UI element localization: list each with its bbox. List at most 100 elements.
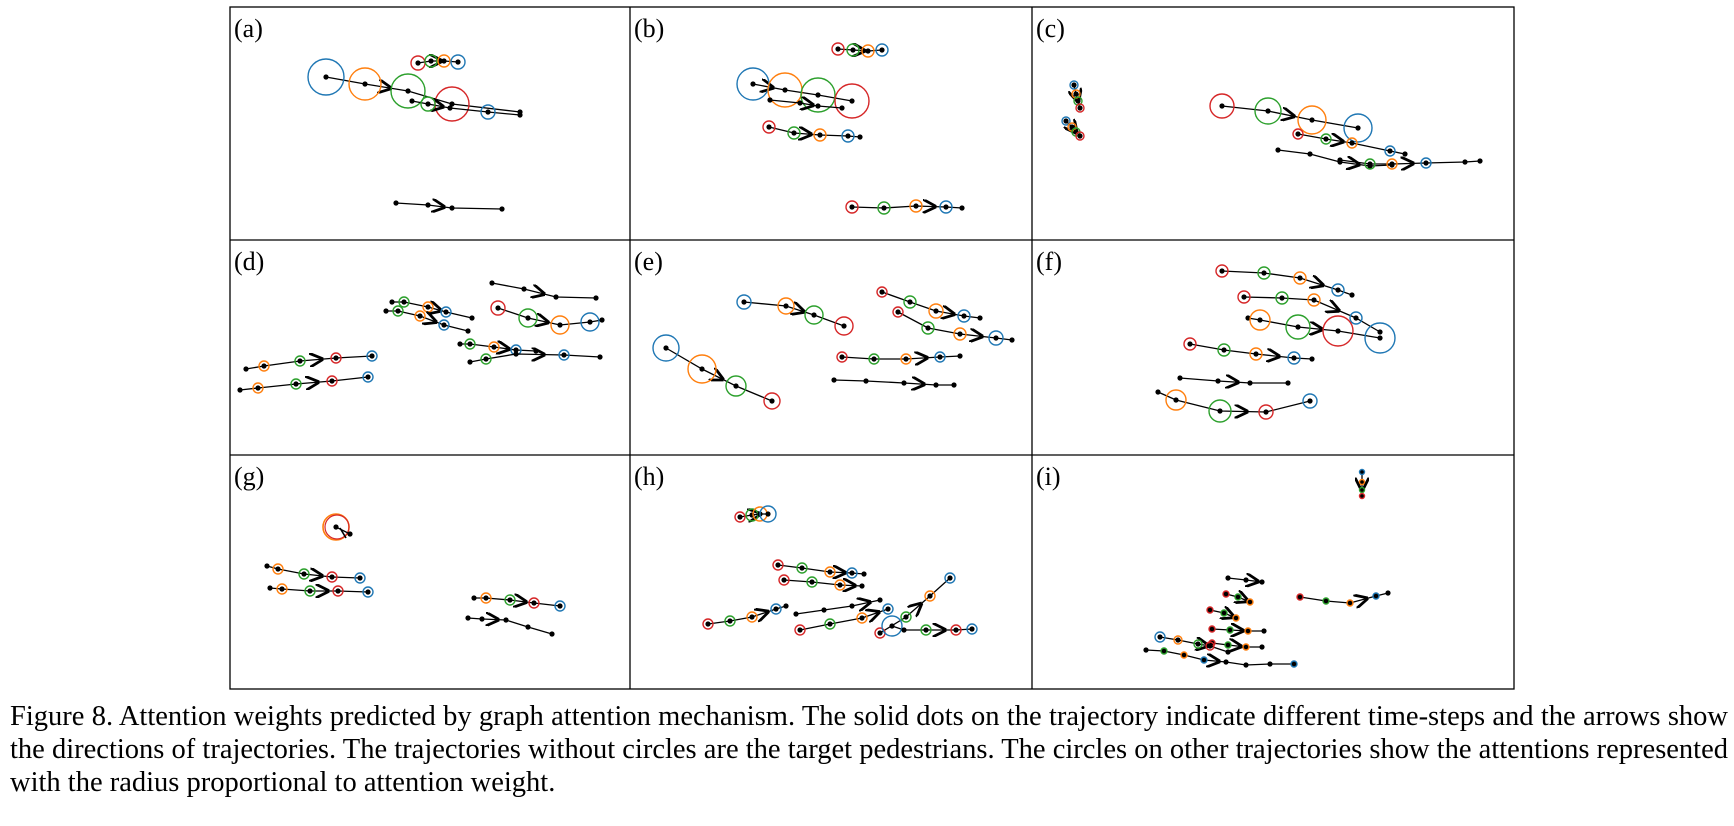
timestep-dot (237, 387, 243, 393)
timestep-dot (1291, 355, 1297, 361)
trajectory (457, 338, 539, 356)
trajectory (1208, 626, 1267, 635)
timestep-dot (1207, 643, 1213, 649)
timestep-dot (791, 130, 797, 136)
timestep-dot (937, 354, 943, 360)
timestep-dot (943, 204, 949, 210)
timestep-dot (513, 347, 519, 353)
timestep-dot (499, 206, 505, 212)
timestep-dot (1225, 649, 1231, 655)
attention-circle (488, 341, 500, 353)
attention-circle (480, 353, 492, 365)
attention-circle (841, 129, 855, 143)
timestep-dot (1235, 594, 1241, 600)
trajectory (772, 559, 867, 578)
timestep-dot (741, 299, 747, 305)
panel-label: (a) (234, 14, 263, 43)
trajectory (845, 199, 965, 215)
attention-circle (800, 77, 836, 113)
timestep-dot (1309, 117, 1315, 123)
timestep-dot (797, 100, 803, 106)
timestep-dot (243, 366, 249, 372)
attention-circle (652, 334, 680, 362)
timestep-dot (307, 588, 313, 594)
timestep-dot (264, 563, 270, 569)
attention-circle (909, 199, 923, 213)
attention-circle (307, 58, 345, 96)
attention-circle (1193, 639, 1203, 649)
attention-circle (480, 592, 492, 604)
attention-circle (1224, 641, 1232, 649)
timestep-dot (255, 385, 261, 391)
timestep-dot (733, 383, 739, 389)
timestep-dot (775, 562, 781, 568)
timestep-dot (849, 570, 855, 576)
timestep-dot (335, 588, 341, 594)
attention-circle (846, 43, 860, 57)
timestep-dot (766, 124, 772, 130)
timestep-dot (850, 47, 856, 53)
trajectory (1237, 290, 1383, 335)
trajectory (1183, 337, 1315, 365)
trajectory (736, 67, 870, 119)
panel-label: (c) (1036, 14, 1065, 43)
timestep-dot (1359, 487, 1365, 493)
timestep-dot (457, 341, 463, 347)
trajectory (778, 574, 865, 590)
timestep-dot (267, 585, 273, 591)
attention-circle (362, 371, 374, 383)
attention-circle (1215, 264, 1229, 278)
trajectory (410, 55, 466, 71)
trajectory (1296, 590, 1391, 606)
timestep-dot (1073, 91, 1079, 97)
timestep-dot (1323, 598, 1329, 604)
timestep-dot (513, 351, 519, 357)
attention-circle (1180, 651, 1188, 659)
trajectory-line (335, 526, 351, 535)
attention-circle (1205, 641, 1215, 651)
timestep-dot (1347, 600, 1353, 606)
timestep-dot (449, 205, 455, 211)
timestep-dot (765, 511, 771, 517)
timestep-dot (913, 203, 919, 209)
trajectory (762, 120, 863, 143)
timestep-dot (1157, 634, 1163, 640)
timestep-dot (1377, 329, 1383, 335)
attention-circle (294, 355, 306, 367)
timestep-dot (1077, 133, 1083, 139)
attention-circle (957, 309, 971, 323)
attention-circle (326, 375, 338, 387)
attention-circle (724, 615, 736, 627)
attention-circle (1420, 157, 1432, 169)
trajectory (1070, 80, 1085, 113)
trajectory (1154, 631, 1231, 655)
attention-circle (777, 297, 795, 315)
trajectory (1206, 607, 1240, 622)
attention-circle (332, 585, 344, 597)
timestep-dot (1071, 82, 1077, 88)
attention-circle (1061, 116, 1071, 126)
attention-circle (1209, 93, 1235, 119)
attention-circle (966, 623, 978, 635)
attention-circle (480, 104, 496, 120)
timestep-dot (549, 631, 555, 637)
attention-circle (725, 375, 747, 397)
timestep-dot (881, 205, 887, 211)
attention-circle (298, 568, 310, 580)
trajectory-line (497, 307, 603, 326)
timestep-dot (959, 205, 965, 211)
timestep-dot (877, 630, 883, 636)
timestep-dot (533, 348, 539, 354)
timestep-dot (365, 374, 371, 380)
attention-circle (836, 351, 848, 363)
timestep-dot (597, 354, 603, 360)
timestep-dot (817, 132, 823, 138)
attention-circle (550, 315, 570, 335)
timestep-dot (1259, 644, 1265, 650)
trajectory (465, 615, 555, 637)
timestep-dot (465, 328, 471, 334)
timestep-dot (441, 322, 447, 328)
trajectory (471, 592, 566, 612)
attention-circle (1244, 627, 1252, 635)
timestep-dot (1423, 160, 1429, 166)
